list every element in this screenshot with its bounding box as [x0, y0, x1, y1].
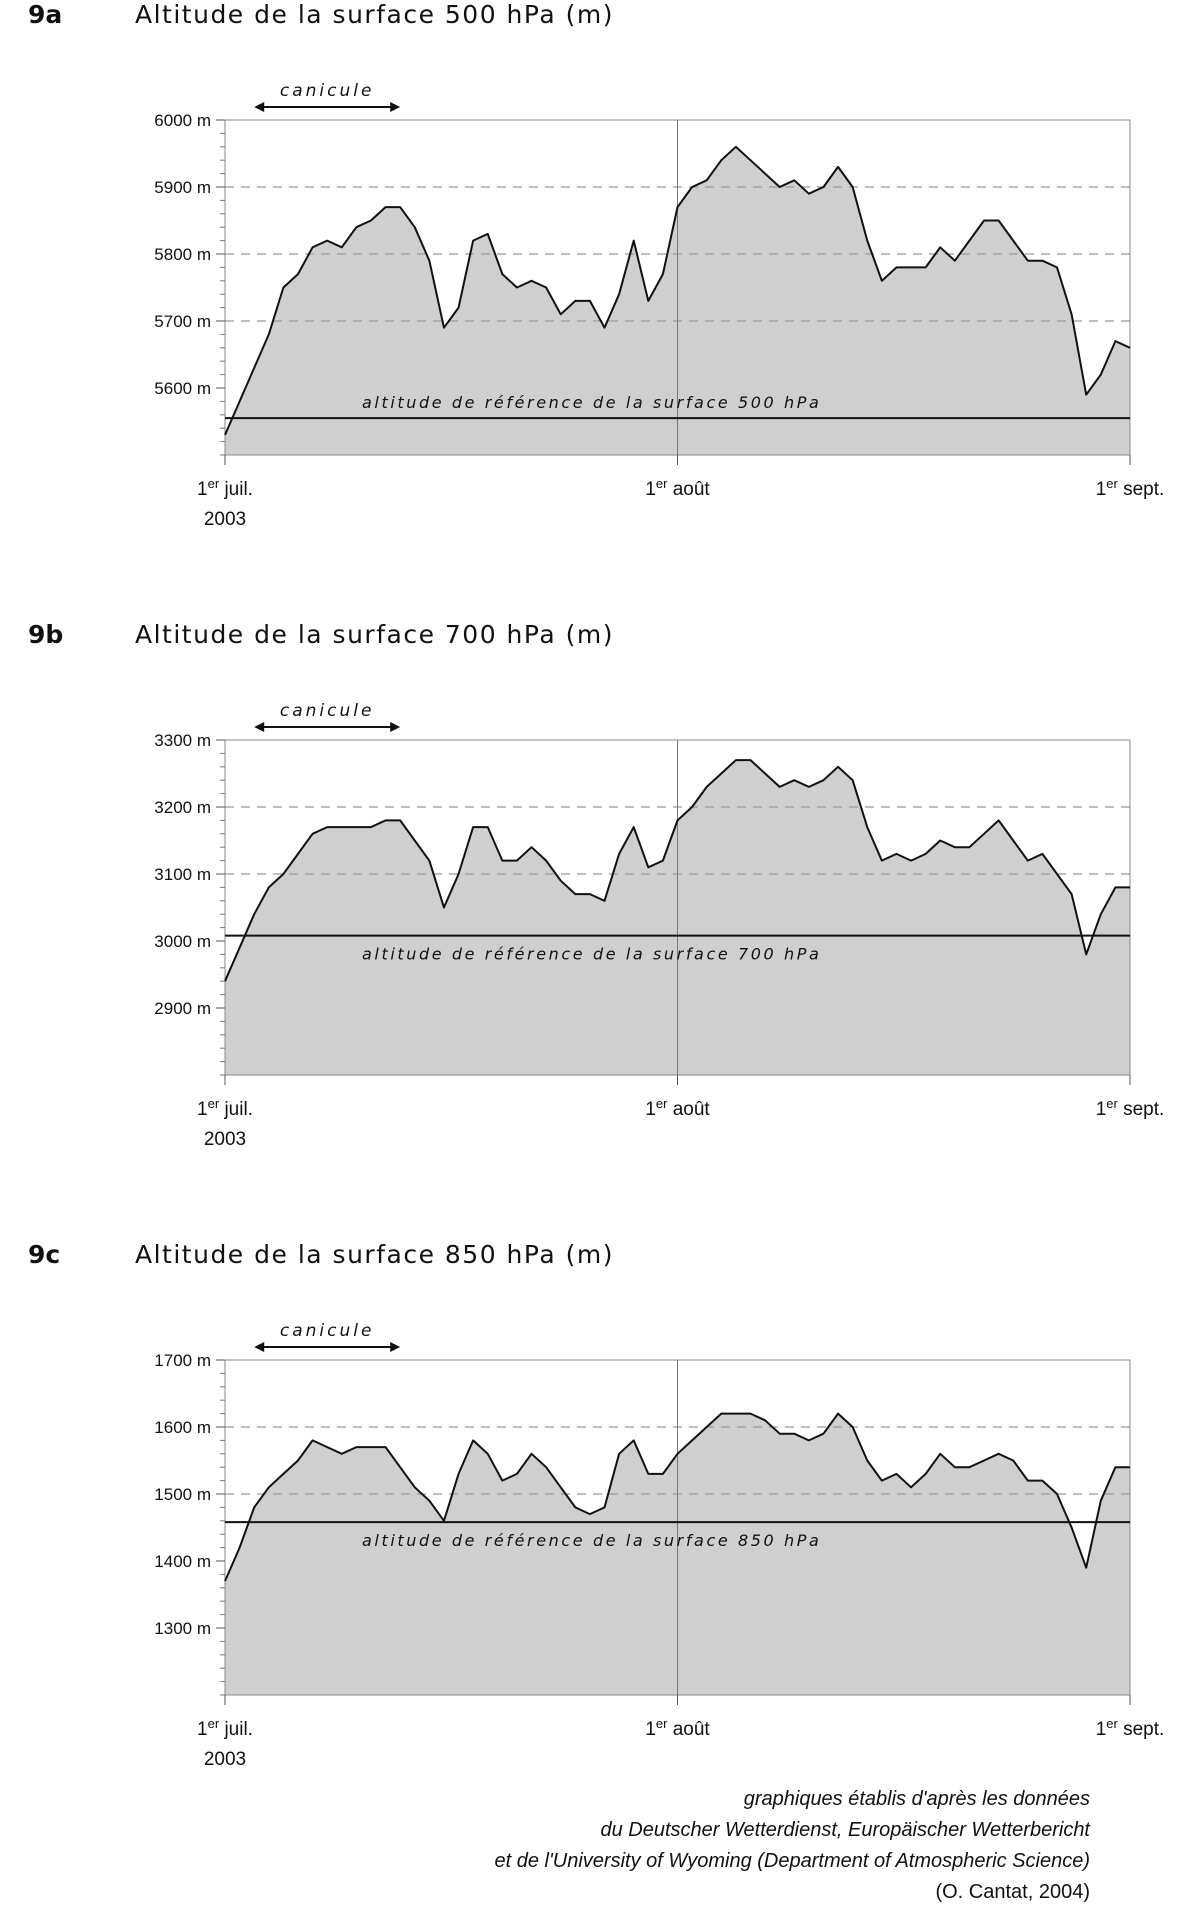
x-tick-label: 1er août: [645, 1096, 710, 1120]
panel-9b: 9b Altitude de la surface 700 hPa (m) al…: [0, 620, 1200, 1220]
canicule-arrowhead: [390, 1342, 401, 1352]
panel-id: 9a: [28, 0, 63, 29]
y-tick-label: 3200 m: [154, 798, 211, 817]
chart-700hpa: altitude de référence de la surface 700 …: [154, 701, 1165, 1150]
panel-title: Altitude de la surface 850 hPa (m): [135, 1240, 614, 1269]
canicule-arrowhead: [390, 102, 401, 112]
x-tick-label: 1er sept.: [1096, 476, 1165, 500]
chart-500hpa: altitude de référence de la surface 500 …: [154, 81, 1165, 530]
reference-label: altitude de référence de la surface 700 …: [362, 945, 821, 964]
series-line: [224, 1412, 1130, 1582]
y-tick-label: 6000 m: [154, 111, 211, 130]
y-tick-label: 1700 m: [154, 1351, 211, 1370]
x-tick-label: 1er juil.: [197, 1096, 253, 1120]
x-tick-year: 2003: [204, 509, 246, 530]
panel-title: Altitude de la surface 500 hPa (m): [135, 0, 614, 29]
y-tick-label: 5900 m: [154, 178, 211, 197]
chart-850hpa: altitude de référence de la surface 850 …: [154, 1321, 1165, 1770]
panel-9c: 9c Altitude de la surface 850 hPa (m) al…: [0, 1240, 1200, 1840]
x-tick-year: 2003: [204, 1129, 246, 1150]
canicule-label: canicule: [280, 1321, 375, 1341]
y-tick-label: 3300 m: [154, 731, 211, 750]
credits-line: du Deutscher Wetterdienst, Europäischer …: [600, 1819, 1091, 1841]
panel-title: Altitude de la surface 700 hPa (m): [135, 620, 614, 649]
y-tick-label: 1300 m: [154, 1619, 211, 1638]
canicule-arrowhead: [254, 722, 265, 732]
y-tick-label: 1400 m: [154, 1552, 211, 1571]
series-line: [224, 759, 1130, 982]
credits-line: graphiques établis d'après les données: [743, 1788, 1090, 1810]
canicule-arrowhead: [254, 1342, 265, 1352]
canicule-arrowhead: [390, 722, 401, 732]
y-tick-label: 2900 m: [154, 999, 211, 1018]
y-tick-label: 1500 m: [154, 1485, 211, 1504]
y-tick-label: 1600 m: [154, 1418, 211, 1437]
panel-id: 9c: [28, 1240, 61, 1269]
reference-label: altitude de référence de la surface 850 …: [362, 1531, 821, 1550]
canicule-arrowhead: [254, 102, 265, 112]
panel-id: 9b: [28, 620, 64, 649]
panel-9a: 9a Altitude de la surface 500 hPa (m) al…: [0, 0, 1200, 600]
x-tick-label: 1er juil.: [197, 476, 253, 500]
credits-author: (O. Cantat, 2004): [935, 1881, 1090, 1903]
x-tick-year: 2003: [204, 1749, 246, 1770]
reference-label: altitude de référence de la surface 500 …: [362, 393, 821, 412]
y-tick-label: 5800 m: [154, 245, 211, 264]
y-tick-label: 5700 m: [154, 312, 211, 331]
x-tick-label: 1er sept.: [1096, 1716, 1165, 1740]
x-tick-label: 1er juil.: [197, 1716, 253, 1740]
x-tick-label: 1er août: [645, 1716, 710, 1740]
canicule-label: canicule: [280, 701, 375, 721]
x-tick-label: 1er août: [645, 476, 710, 500]
x-tick-label: 1er sept.: [1096, 1096, 1165, 1120]
y-tick-label: 3000 m: [154, 932, 211, 951]
series-line: [224, 145, 1131, 436]
canicule-label: canicule: [280, 81, 375, 101]
credits-line: et de l'University of Wyoming (Departmen…: [494, 1850, 1090, 1872]
y-tick-label: 3100 m: [154, 865, 211, 884]
credits: graphiques établis d'après les données d…: [494, 1784, 1090, 1908]
y-tick-label: 5600 m: [154, 379, 211, 398]
